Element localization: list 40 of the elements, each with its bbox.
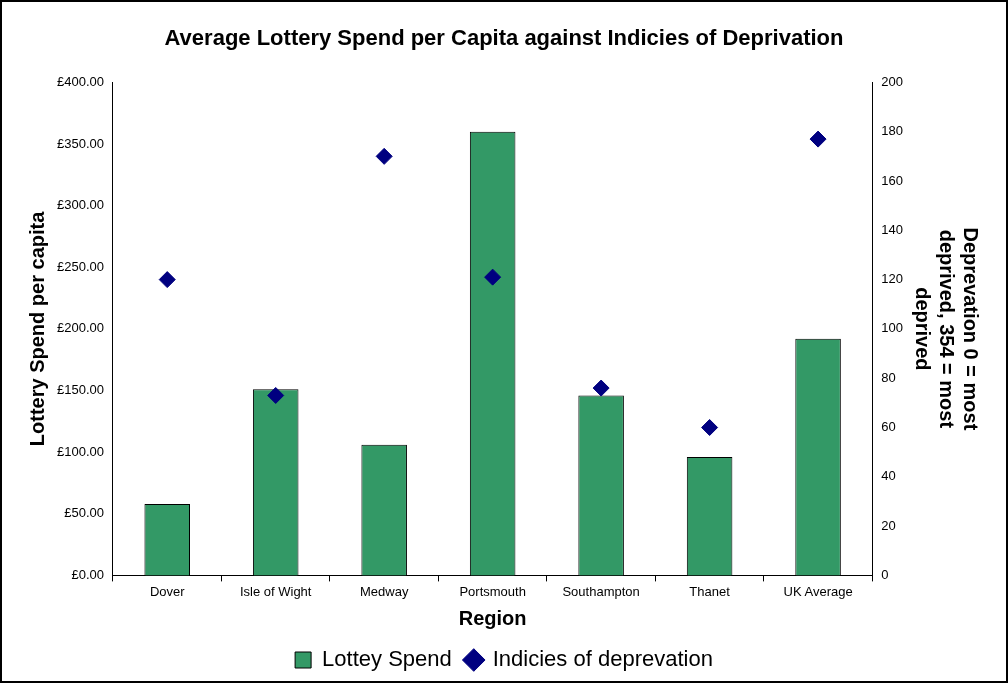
y-tick-label: £350.00 <box>56 135 104 151</box>
point <box>375 147 393 165</box>
x-tick-label: Dover <box>149 583 186 599</box>
point <box>592 379 610 397</box>
y-tick-label: £200.00 <box>56 320 104 336</box>
y2-tick-label: 40 <box>881 468 896 484</box>
point <box>484 268 502 286</box>
y2-tick-label: 160 <box>881 172 904 188</box>
x-tick-label: Medway <box>359 583 409 599</box>
y-tick-label: £100.00 <box>56 443 104 459</box>
y2-tick-label: 120 <box>881 271 904 287</box>
y2-tick-label: 80 <box>881 369 896 385</box>
x-tick-label: Thanet <box>689 583 731 599</box>
y2-tick-label: 100 <box>881 320 904 336</box>
y2-tick-label: 0 <box>881 566 889 582</box>
y-tick-label: £0.00 <box>71 566 104 582</box>
y2-tick-label: 140 <box>881 221 904 237</box>
legend-label: Indicies of deprevation <box>492 646 713 672</box>
y-tick-label: £50.00 <box>64 505 104 521</box>
y2-tick-label: 200 <box>881 73 904 89</box>
chart-title: Average Lottery Spend per Capita against Indicies of Deprivation <box>164 25 844 51</box>
y-tick-label: £250.00 <box>56 258 104 274</box>
point <box>267 386 285 404</box>
legend-label: Lottey Spend <box>322 646 452 672</box>
x-tick-label: Portsmouth <box>459 583 526 599</box>
y-tick-label: £300.00 <box>56 197 104 213</box>
y-tick-label: £150.00 <box>56 382 104 398</box>
y2-tick-label: 20 <box>881 517 896 533</box>
x-tick-label: Southampton <box>562 583 640 599</box>
point <box>809 130 827 148</box>
y-axis-title: Lottery Spend per capita <box>25 210 48 447</box>
x-axis-title: Region <box>458 606 527 629</box>
y2-axis-title: Deprevation 0 = most deprived, 354 = most deprived <box>912 227 983 431</box>
x-tick-label: UK Average <box>783 583 853 599</box>
x-tick-label: Isle of Wight <box>239 583 312 599</box>
y2-tick-label: 60 <box>881 419 896 435</box>
point <box>701 419 719 436</box>
y-tick-label: £400.00 <box>56 73 104 89</box>
y2-tick-label: 180 <box>881 123 904 139</box>
point <box>158 271 176 289</box>
